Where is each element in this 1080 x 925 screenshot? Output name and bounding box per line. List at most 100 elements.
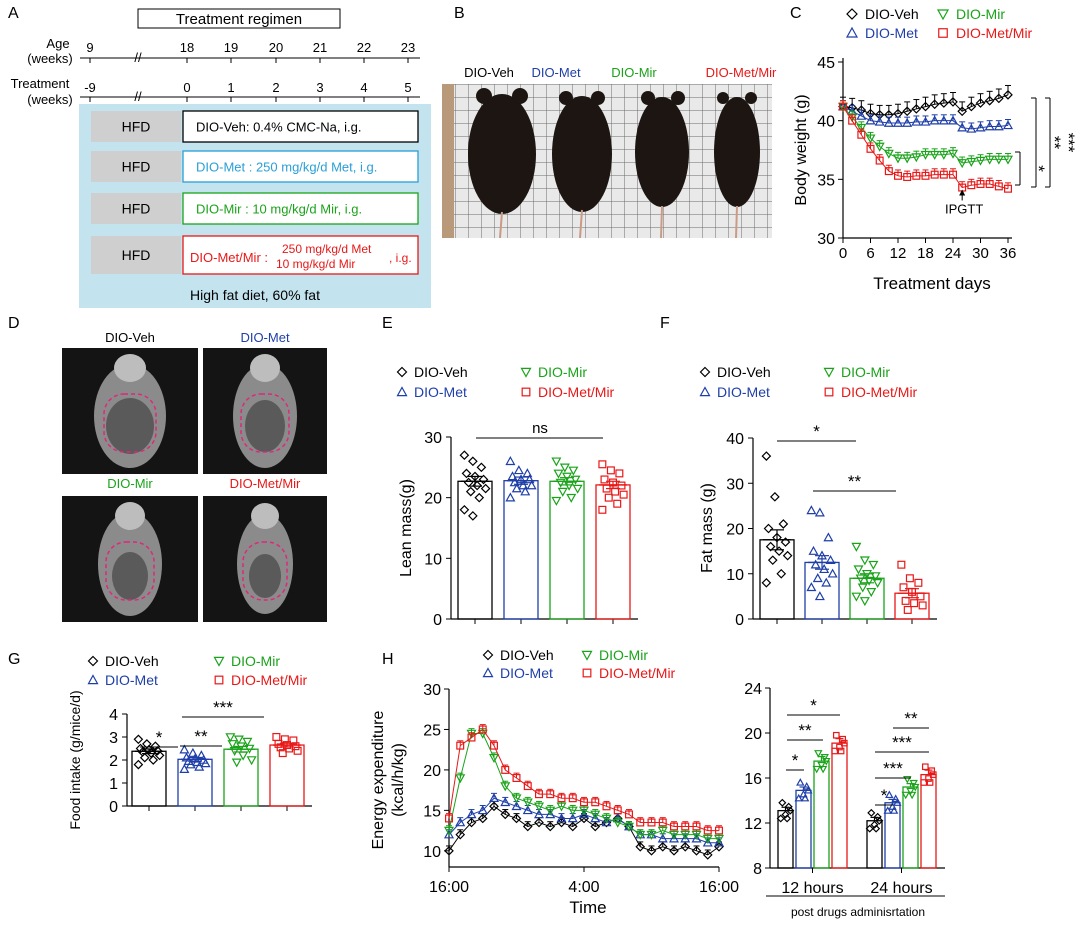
chart-h-ytick-label: 30 — [423, 682, 441, 699]
chart-c-point-met — [920, 116, 931, 126]
chart-e-point-metmir — [600, 475, 609, 484]
chart-h-sig-24d-label: ** — [904, 709, 918, 728]
metmir-dose-mir: 10 mg/kg/d Mir — [276, 257, 355, 271]
chart-h-bar-point-metmir — [928, 767, 936, 775]
chart-e-ytick-label: 20 — [424, 491, 442, 508]
chart-h-ylabel: Energy expenditure — [370, 711, 387, 850]
treatment-tick-label: 4 — [360, 80, 367, 95]
chart-e-point-met — [507, 471, 518, 481]
chart-g-legend-veh: DIO-Veh — [105, 653, 159, 669]
chart-e-point-mir — [566, 493, 577, 503]
mice-photo-graphic — [442, 84, 772, 238]
chart-e-point-veh — [478, 474, 489, 485]
chart-h-ylabel-unit: (kcal/h/kg) — [390, 743, 407, 817]
chart-c-point-metmir — [838, 102, 847, 111]
chart-c-point-met — [966, 123, 977, 133]
chart-e-point-met — [511, 483, 522, 493]
mri-image-veh — [62, 348, 198, 474]
chart-h-bar-point-metmir — [832, 731, 840, 739]
chart-c-legend-marker-metmir — [938, 28, 948, 38]
chart-h-point-met — [511, 801, 522, 811]
chart-c-point-mir — [902, 154, 913, 164]
chart-e-legend-met: DIO-Met — [414, 384, 467, 400]
chart-h-bar-point-metmir — [837, 747, 845, 755]
chart-h-point-met — [680, 833, 691, 843]
chart-c-point-mir — [883, 149, 894, 159]
chart-c-ytick-label: 45 — [817, 55, 835, 72]
chart-f-point-veh — [780, 537, 791, 547]
chart-h-point-metmir — [613, 806, 622, 815]
chart-h-point-mir — [657, 826, 668, 836]
chart-c-point-mir — [957, 159, 968, 169]
age-tick-label: 21 — [313, 40, 327, 55]
chart-h-point-met — [477, 805, 488, 815]
regimen-title-box — [137, 8, 341, 29]
chart-e-point-metmir — [598, 505, 607, 514]
mri-image-met — [203, 348, 327, 474]
chart-f-sig-1-label: * — [813, 422, 820, 441]
chart-h-bar-point-mir — [906, 787, 915, 796]
chart-h-bars-ytick-label: 12 — [744, 816, 762, 833]
chart-g-bar-mir — [223, 748, 259, 807]
hfd-label: HFD — [122, 247, 151, 263]
age-label-unit: (weeks) — [27, 51, 73, 66]
chart-h-bar-point-mir — [818, 765, 828, 774]
chart-g-legend-met: DIO-Met — [105, 672, 158, 688]
chart-c-ytick-label: 35 — [817, 172, 835, 189]
chart-f-point-mir — [872, 578, 883, 589]
chart-c-point-mir — [938, 150, 949, 160]
chart-g-ytick-label: 4 — [109, 707, 118, 724]
chart-h-point-met — [668, 833, 680, 843]
photo-label-veh: DIO-Veh — [464, 65, 514, 80]
chart-c-point-met — [993, 121, 1004, 131]
mri-image-mir — [62, 496, 198, 622]
chart-e-ytick-label: 30 — [424, 430, 442, 447]
chart-h-legend-marker-mir — [581, 650, 593, 661]
chart-f-legend-marker-metmir — [824, 387, 834, 397]
panel-letter-c: C — [790, 5, 802, 22]
age-axis-break: // — [134, 50, 142, 65]
regimen-title: Treatment regimen — [176, 11, 302, 28]
chart-h-bar-point-met — [889, 806, 899, 814]
chart-f-point-mir — [866, 588, 877, 598]
chart-c-point-met — [883, 117, 894, 127]
chart-h-point-met — [702, 837, 713, 847]
treatment-label-unit: (weeks) — [27, 92, 73, 107]
chart-h-bar-point-mir — [822, 757, 831, 766]
chart-h-line-met — [448, 797, 719, 844]
chart-f-point-mir — [855, 574, 866, 584]
chart-h-bar-point-metmir — [921, 763, 929, 771]
chart-h-bar-point-met — [885, 790, 894, 799]
chart-c-legend-metmir: DIO-Met/Mir — [956, 25, 1033, 41]
chart-h-point-veh — [522, 821, 533, 832]
chart-h-bars-ytick-label: 8 — [753, 861, 762, 878]
chart-h-legend-mir: DIO-Mir — [599, 647, 648, 663]
chart-c-point-metmir — [875, 156, 884, 165]
chart-f-legend-metmir: DIO-Met/Mir — [841, 384, 918, 400]
chart-e-point-metmir — [611, 487, 620, 496]
chart-c-legend-veh: DIO-Veh — [865, 6, 919, 22]
chart-h-bar-point-mir — [907, 791, 917, 800]
chart-e-point-met — [518, 480, 529, 490]
chart-h-point-mir — [668, 830, 680, 840]
chart-f-ytick-label: 20 — [726, 522, 744, 539]
chart-h-point-mir — [511, 794, 522, 804]
chart-h-point-metmir — [703, 826, 712, 835]
chart-e-point-veh — [459, 504, 470, 515]
chart-h-point-metmir — [456, 741, 465, 750]
age-tick-label: 22 — [357, 40, 371, 55]
chart-f-point-mir — [864, 576, 875, 586]
chart-f-point-met — [810, 559, 821, 569]
chart-c-point-metmir — [857, 130, 866, 139]
chart-h-point-veh — [477, 813, 488, 824]
chart-g-point-veh — [133, 759, 144, 770]
hfd-box — [91, 236, 181, 274]
chart-h-point-metmir — [557, 794, 566, 803]
chart-c-point-veh — [929, 99, 940, 110]
chart-h-point-metmir — [501, 765, 510, 774]
chart-h-bar-point-metmir — [926, 779, 934, 786]
mri-label-mir: DIO-Mir — [107, 476, 153, 491]
chart-f-point-met — [816, 550, 828, 560]
chart-c-point-metmir — [948, 170, 957, 179]
